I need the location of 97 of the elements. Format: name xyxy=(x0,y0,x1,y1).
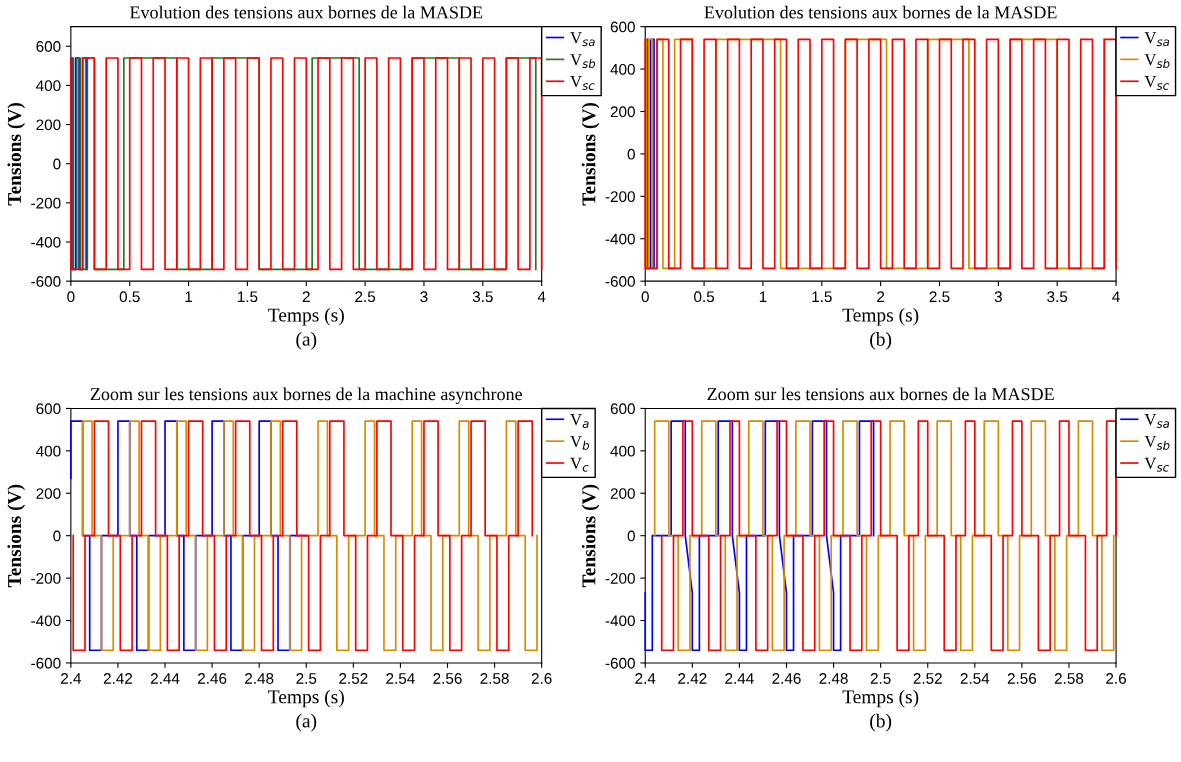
x-tick-label: 2.58 xyxy=(480,673,509,684)
chart-title: Evolution des tensions aux bornes de la MASDE xyxy=(704,5,1057,19)
y-tick-label: 400 xyxy=(36,80,61,92)
x-tick-label: 4 xyxy=(537,291,546,302)
y-tick-label: 400 xyxy=(610,63,635,75)
x-tick-label: 3 xyxy=(420,291,428,303)
legend-label: V$_{sc}$ xyxy=(1144,76,1169,90)
x-tick-label: 2.52 xyxy=(339,673,368,684)
x-tick-label: 2.6 xyxy=(531,673,552,684)
x-tick-label: 2.5 xyxy=(296,673,317,684)
x-tick-label: 2 xyxy=(302,291,310,302)
text: (a) xyxy=(296,332,317,350)
x-tick-label: 2.48 xyxy=(819,673,848,684)
chart-title: Zoom sur les tensions aux bornes de la MASDE xyxy=(707,387,1054,401)
y-tick-label: 200 xyxy=(610,488,635,499)
y-tick-label: 200 xyxy=(36,488,61,499)
x-tick-label: 2.5 xyxy=(870,673,891,684)
legend-label: V$_{sa}$ xyxy=(1144,32,1170,47)
x-tick-label: 2.52 xyxy=(913,673,942,684)
x-tick-label: 2.58 xyxy=(1054,673,1084,684)
text: (b) xyxy=(870,713,892,732)
y-axis-title: Tensions (V) xyxy=(581,484,600,588)
chart-title: Evolution des tensions aux bornes de la MASDE xyxy=(130,5,483,19)
x-tick-label: 4 xyxy=(1112,291,1120,302)
y-tick-label: 200 xyxy=(36,119,61,131)
x-tick-label: 2.4 xyxy=(61,673,82,684)
text: (a) xyxy=(296,713,317,732)
x-axis-title: Temps (s) xyxy=(842,689,919,708)
x-tick-label: 1 xyxy=(759,291,767,302)
x-tick-label: 0.5 xyxy=(694,291,715,303)
legend-label: V$_{b}$ xyxy=(570,435,590,450)
x-tick-label: 0 xyxy=(641,291,649,303)
x-tick-label: 2.56 xyxy=(1007,673,1037,684)
x-axis-title: Temps (s) xyxy=(268,307,344,326)
x-tick-label: 2.54 xyxy=(386,673,415,684)
x-tick-label: 2.44 xyxy=(150,673,180,684)
chart-title: Zoom sur les tensions aux bornes de la machine asynchrone xyxy=(90,387,522,404)
x-tick-label: 3.5 xyxy=(1047,291,1068,303)
y-tick-label: -600 xyxy=(605,276,635,287)
x-tick-label: 2.42 xyxy=(103,673,133,684)
legend-label: V$_{sb}$ xyxy=(1144,54,1170,69)
x-tick-label: 2.42 xyxy=(678,673,707,684)
line-series xyxy=(644,420,875,652)
legend-label: V$_{sa}$ xyxy=(1144,414,1170,428)
legend-label: V$_{c}$ xyxy=(570,457,589,472)
y-tick-label: 0 xyxy=(53,158,61,170)
x-tick-label: 1 xyxy=(185,291,193,302)
x-tick-label: 2 xyxy=(877,291,885,302)
y-tick-label: 400 xyxy=(610,445,635,457)
x-axis-title: Temps (s) xyxy=(268,689,344,708)
x-tick-label: 2.46 xyxy=(772,673,801,684)
y-tick-label: 400 xyxy=(36,445,61,457)
y-tick-label: 600 xyxy=(610,403,635,415)
x-tick-label: 2.5 xyxy=(355,291,376,303)
legend-label: V$_{sb}$ xyxy=(570,54,596,69)
y-tick-label: -600 xyxy=(605,657,635,669)
x-tick-label: 3 xyxy=(994,291,1002,303)
y-tick-label: -200 xyxy=(605,572,635,584)
legend-label: V$_{sb}$ xyxy=(1144,435,1170,450)
x-tick-label: 2.48 xyxy=(245,673,274,684)
legend-label: V$_{sc}$ xyxy=(570,76,595,90)
y-tick-label: -600 xyxy=(31,276,61,287)
y-tick-label: -200 xyxy=(31,572,61,584)
x-axis-title: Temps (s) xyxy=(842,307,919,326)
y-tick-label: -400 xyxy=(605,615,635,627)
y-tick-label: -400 xyxy=(31,236,61,248)
x-tick-label: 1.5 xyxy=(237,291,258,303)
x-tick-label: 3.5 xyxy=(472,291,493,303)
x-tick-label: 2.54 xyxy=(960,673,990,684)
legend-label: V$_{a}$ xyxy=(570,414,589,428)
y-tick-label: 600 xyxy=(36,41,61,52)
y-tick-label: 600 xyxy=(610,21,635,33)
x-tick-label: 2.46 xyxy=(198,673,227,684)
y-tick-label: 600 xyxy=(36,403,61,415)
legend-label: V$_{sa}$ xyxy=(570,32,595,47)
legend-label: V$_{sc}$ xyxy=(1144,457,1169,472)
y-tick-label: -400 xyxy=(31,615,61,627)
y-tick-label: 0 xyxy=(627,530,635,542)
y-tick-label: 0 xyxy=(627,148,635,160)
text: (b) xyxy=(870,332,892,350)
x-tick-label: 2.5 xyxy=(929,291,950,303)
x-tick-label: 2.44 xyxy=(725,673,754,684)
y-tick-label: 0 xyxy=(53,530,61,542)
y-axis-title: Tensions (V) xyxy=(581,103,600,206)
x-tick-label: 2.56 xyxy=(433,673,462,684)
y-axis-title: Tensions (V) xyxy=(7,103,26,206)
y-tick-label: -400 xyxy=(605,233,635,245)
y-axis-title: Tensions (V) xyxy=(7,484,26,588)
x-tick-label: 2.6 xyxy=(1106,673,1126,684)
y-tick-label: -600 xyxy=(31,657,61,669)
y-tick-label: -200 xyxy=(605,191,635,203)
x-tick-label: 2.4 xyxy=(635,673,656,684)
x-tick-label: 0.5 xyxy=(119,291,140,303)
x-tick-label: 1.5 xyxy=(812,291,832,303)
x-tick-label: 0 xyxy=(67,291,75,303)
y-tick-label: -200 xyxy=(31,197,61,209)
y-tick-label: 200 xyxy=(610,106,635,118)
